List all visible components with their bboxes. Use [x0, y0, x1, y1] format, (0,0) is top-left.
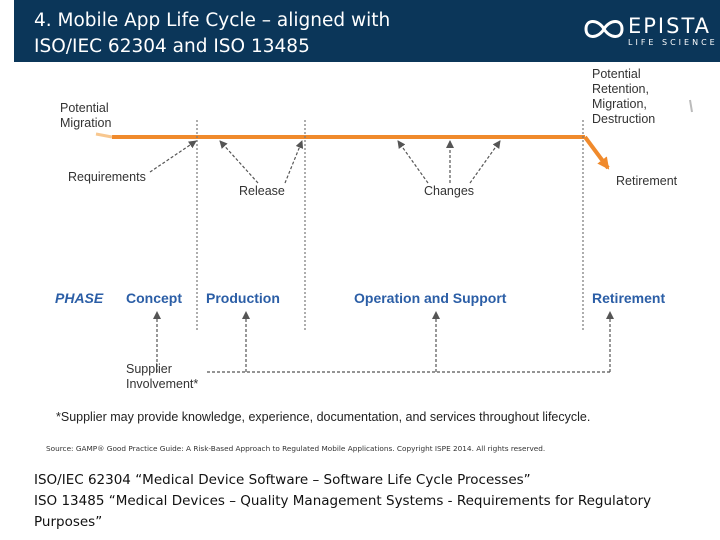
- requirements-arrow: [149, 140, 197, 173]
- title-bar: 4. Mobile App Life Cycle – aligned with …: [14, 0, 720, 62]
- changes-label: Changes: [424, 184, 475, 198]
- event-arrows: [149, 140, 501, 184]
- decorative-mark: [689, 99, 693, 113]
- release-arrow-left: [219, 140, 259, 184]
- supplier-involvement-lines: [153, 311, 614, 373]
- supplier-footnote: *Supplier may provide knowledge, experie…: [56, 410, 591, 424]
- potential-retention-label: Potential Retention, Migration, Destruct…: [592, 67, 656, 126]
- phase-operation: Operation and Support: [354, 290, 507, 306]
- standard-iec-62304: ISO/IEC 62304 “Medical Device Software –…: [34, 472, 531, 488]
- retirement-arrow: [583, 135, 610, 170]
- requirements-label: Requirements: [68, 170, 146, 184]
- phase-retirement: Retirement: [592, 290, 666, 306]
- phase-label: PHASE: [55, 290, 104, 306]
- retirement-top-label: Retirement: [616, 174, 678, 188]
- changes-arrow-right: [469, 140, 501, 184]
- supplier-involvement-label: Supplier Involvement*: [126, 362, 199, 391]
- changes-arrow-left: [397, 140, 429, 184]
- release-arrow-right: [284, 140, 304, 184]
- phase-dividers: [196, 120, 584, 330]
- slide-title: 4. Mobile App Life Cycle – aligned with …: [34, 10, 391, 57]
- source-citation: Source: GAMP® Good Practice Guide: A Ris…: [46, 444, 546, 453]
- lifecycle-path: [95, 132, 610, 170]
- infinity-loop-icon: [584, 20, 624, 38]
- standard-iso-13485-cont: Purposes”: [34, 514, 103, 530]
- brand-name: EPISTA: [628, 14, 712, 38]
- potential-migration-label: Potential Migration: [60, 101, 112, 130]
- brand-tagline: LIFE SCIENCE: [628, 38, 718, 47]
- phase-concept: Concept: [126, 290, 182, 306]
- migration-fade: [95, 132, 113, 139]
- standard-iso-13485: ISO 13485 “Medical Devices – Quality Man…: [34, 493, 652, 509]
- epista-logo: EPISTA LIFE SCIENCE: [582, 14, 720, 50]
- release-label: Release: [239, 184, 285, 198]
- phase-production: Production: [206, 290, 280, 306]
